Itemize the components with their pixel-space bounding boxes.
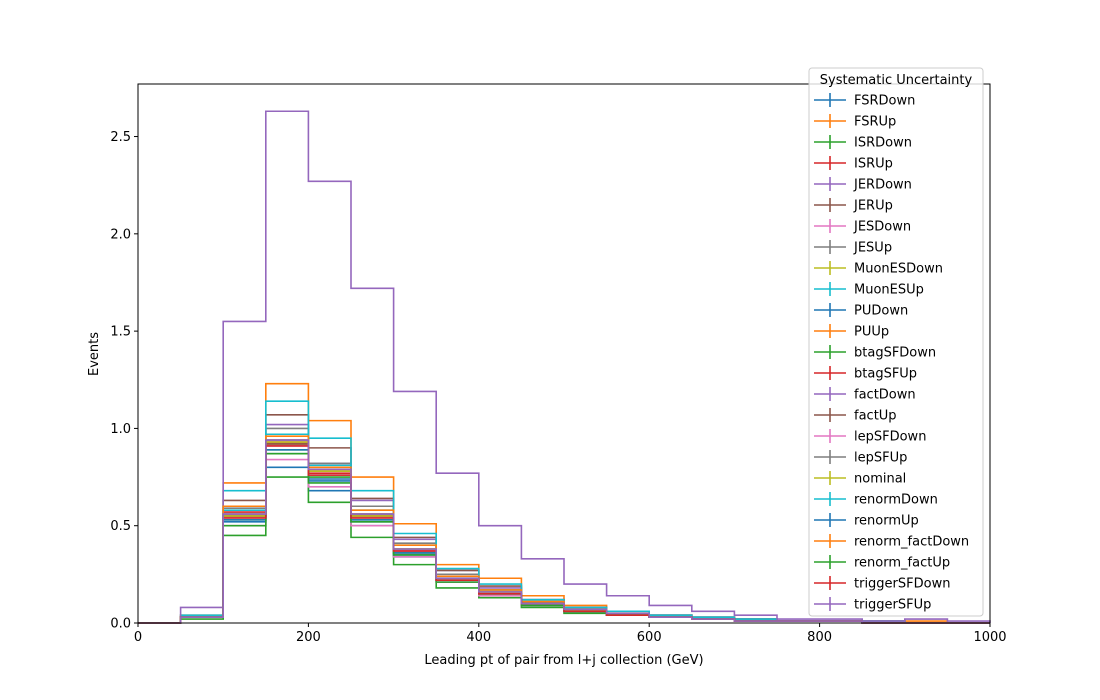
legend-label: JERDown — [853, 178, 912, 193]
y-axis-ticks: 0.0 0.5 1.0 1.5 2.0 2.5 — [110, 130, 138, 632]
legend-entry: ISRUp — [814, 156, 893, 172]
legend-entry: MuonESDown — [814, 261, 943, 277]
legend-label: btagSFUp — [854, 367, 917, 382]
legend-entry: triggerSFDown — [814, 576, 950, 592]
legend-label: btagSFDown — [854, 346, 936, 361]
x-tick-label: 800 — [807, 630, 832, 645]
legend-entry: nominal — [814, 471, 906, 487]
legend-entry: JESDown — [814, 219, 911, 235]
legend-label: lepSFDown — [854, 430, 926, 445]
y-tick-label: 1.5 — [110, 325, 131, 340]
legend-entry: lepSFUp — [814, 450, 907, 466]
legend-entry: renormUp — [814, 513, 919, 529]
legend-entry: factDown — [814, 387, 916, 403]
legend-entry: ISRDown — [814, 135, 912, 151]
x-tick-label: 600 — [637, 630, 662, 645]
legend-entry: JESUp — [814, 240, 892, 256]
legend-label: ISRDown — [854, 136, 912, 151]
x-axis-label: Leading pt of pair from l+j collection (… — [424, 653, 703, 668]
axes-frame — [137, 83, 991, 624]
legend-label: MuonESUp — [854, 283, 924, 298]
x-tick-label: 1000 — [973, 630, 1006, 645]
x-tick-label: 0 — [134, 630, 142, 645]
legend-entry: MuonESUp — [814, 282, 924, 298]
legend-entry: renorm_factUp — [814, 555, 950, 571]
legend-label: lepSFUp — [854, 451, 907, 466]
series-line-triggerSFUp — [138, 439, 990, 624]
y-tick-label: 2.0 — [110, 227, 131, 242]
legend-label: ISRUp — [854, 157, 893, 172]
legend-label: renormUp — [854, 514, 919, 529]
series-layer — [138, 110, 991, 624]
y-tick-label: 0.5 — [110, 519, 131, 534]
legend-label: FSRDown — [854, 94, 915, 109]
legend-label: FSRUp — [854, 115, 896, 130]
legend-label: JESDown — [853, 220, 911, 235]
y-tick-label: 2.5 — [110, 130, 131, 145]
y-axis-label: Events — [87, 332, 102, 376]
legend-label: factUp — [854, 409, 897, 424]
legend-entry: JERUp — [814, 198, 893, 214]
legend-entry: lepSFDown — [814, 429, 926, 445]
legend-entries: FSRDown FSRUp ISRDown ISRUp JERDown JERUp JESD… — [814, 93, 969, 613]
legend-entry: FSRDown — [814, 93, 915, 109]
legend-label: renormDown — [854, 493, 938, 508]
legend-entry: btagSFDown — [814, 345, 936, 361]
legend-box — [808, 67, 984, 617]
legend-label: renorm_factDown — [854, 535, 969, 550]
legend-label: triggerSFUp — [854, 598, 931, 613]
legend-label: factDown — [854, 388, 916, 403]
legend-entry: triggerSFUp — [814, 597, 931, 613]
y-tick-label: 1.0 — [110, 422, 131, 437]
legend-label: MuonESDown — [854, 262, 943, 277]
legend-entry: renormDown — [814, 492, 938, 508]
legend-entry: FSRUp — [814, 114, 896, 130]
x-tick-label: 200 — [296, 630, 321, 645]
legend-label: nominal — [854, 472, 906, 487]
legend-label: JESUp — [853, 241, 892, 256]
legend-title: Systematic Uncertainty — [820, 73, 973, 88]
legend: Systematic Uncertainty FSRDown FSRUp ISRDo… — [808, 67, 984, 617]
legend-label: JERUp — [853, 199, 893, 214]
legend-label: PUUp — [854, 325, 889, 340]
legend-entry: btagSFUp — [814, 366, 917, 382]
legend-entry: PUUp — [814, 324, 889, 340]
y-tick-label: 0.0 — [110, 617, 131, 632]
legend-label: triggerSFDown — [854, 577, 950, 592]
series-line-factDown — [138, 110, 991, 624]
legend-entry: PUDown — [814, 303, 908, 319]
legend-label: renorm_factUp — [854, 556, 950, 571]
x-tick-label: 400 — [466, 630, 491, 645]
x-axis-ticks: 0 200 400 600 800 1000 — [134, 623, 1007, 645]
legend-label: PUDown — [854, 304, 908, 319]
legend-entry: factUp — [814, 408, 897, 424]
legend-entry: JERDown — [814, 177, 912, 193]
legend-entry: renorm_factDown — [814, 534, 969, 550]
